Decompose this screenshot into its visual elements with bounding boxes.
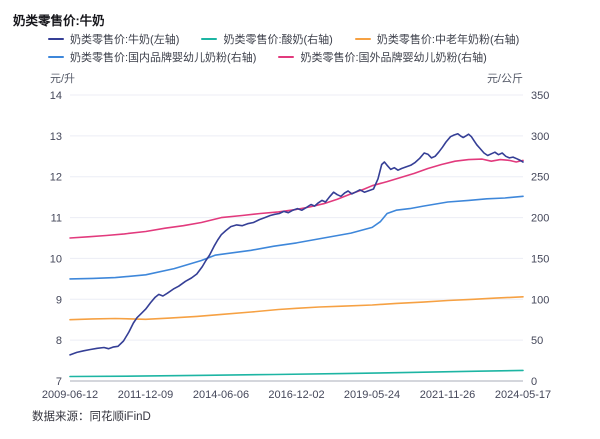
legend: 奶类零售价:牛奶(左轴) 奶类零售价:酸奶(右轴) 奶类零售价:中老年奶粉(右轴… <box>48 31 538 67</box>
svg-text:350: 350 <box>531 90 549 102</box>
svg-text:13: 13 <box>50 131 62 143</box>
svg-text:12: 12 <box>50 172 62 184</box>
svg-text:元/升: 元/升 <box>50 72 75 85</box>
svg-text:100: 100 <box>531 294 549 306</box>
legend-label: 奶类零售价:国外品牌婴幼儿奶粉(右轴) <box>300 52 487 64</box>
legend-label: 奶类零售价:国内品牌婴幼儿奶粉(右轴) <box>70 52 257 64</box>
legend-item-senior-milk-powder[interactable]: 奶类零售价:中老年奶粉(右轴) <box>354 31 520 49</box>
legend-item-foreign-infant-formula[interactable]: 奶类零售价:国外品牌婴幼儿奶粉(右轴) <box>278 49 487 67</box>
svg-text:10: 10 <box>50 253 62 265</box>
chart-title: 奶类零售价:牛奶 <box>13 14 105 28</box>
svg-text:300: 300 <box>531 131 549 143</box>
line-swatch-icon <box>278 55 295 59</box>
line-swatch-icon <box>354 37 371 41</box>
svg-text:150: 150 <box>531 253 549 265</box>
legend-label: 奶类零售价:酸奶(右轴) <box>223 34 333 46</box>
data-source-note: 数据来源：同花顺iFinD <box>32 411 151 423</box>
svg-text:9: 9 <box>56 294 62 306</box>
legend-item-yogurt[interactable]: 奶类零售价:酸奶(右轴) <box>201 31 333 49</box>
legend-label: 奶类零售价:中老年奶粉(右轴) <box>376 34 520 46</box>
legend-item-domestic-infant-formula[interactable]: 奶类零售价:国内品牌婴幼儿奶粉(右轴) <box>48 49 256 67</box>
svg-text:0: 0 <box>531 376 537 388</box>
svg-text:2021-11-26: 2021-11-26 <box>420 389 475 401</box>
svg-text:2016-12-02: 2016-12-02 <box>268 389 324 401</box>
legend-row-1: 奶类零售价:牛奶(左轴) 奶类零售价:酸奶(右轴) 奶类零售价:中老年奶粉(右轴… <box>48 31 538 49</box>
svg-text:2014-06-06: 2014-06-06 <box>193 389 249 401</box>
line-swatch-icon <box>48 55 64 59</box>
svg-text:2024-05-17: 2024-05-17 <box>495 389 551 401</box>
svg-text:11: 11 <box>51 213 62 225</box>
line-swatch-icon <box>201 37 218 41</box>
svg-text:2019-05-24: 2019-05-24 <box>344 389 400 401</box>
line-swatch-icon <box>48 37 64 41</box>
svg-text:50: 50 <box>531 335 543 347</box>
svg-text:2011-12-09: 2011-12-09 <box>118 389 173 401</box>
legend-label: 奶类零售价:牛奶(左轴) <box>70 34 180 46</box>
svg-text:7: 7 <box>56 376 62 388</box>
svg-text:2009-06-12: 2009-06-12 <box>42 389 98 401</box>
legend-row-2: 奶类零售价:国内品牌婴幼儿奶粉(右轴) 奶类零售价:国外品牌婴幼儿奶粉(右轴) <box>48 49 538 67</box>
legend-item-milk[interactable]: 奶类零售价:牛奶(左轴) <box>48 31 179 49</box>
svg-text:200: 200 <box>531 213 549 225</box>
svg-text:8: 8 <box>56 335 62 347</box>
svg-text:元/公斤: 元/公斤 <box>487 72 523 85</box>
svg-text:250: 250 <box>531 172 549 184</box>
svg-text:14: 14 <box>50 90 62 102</box>
